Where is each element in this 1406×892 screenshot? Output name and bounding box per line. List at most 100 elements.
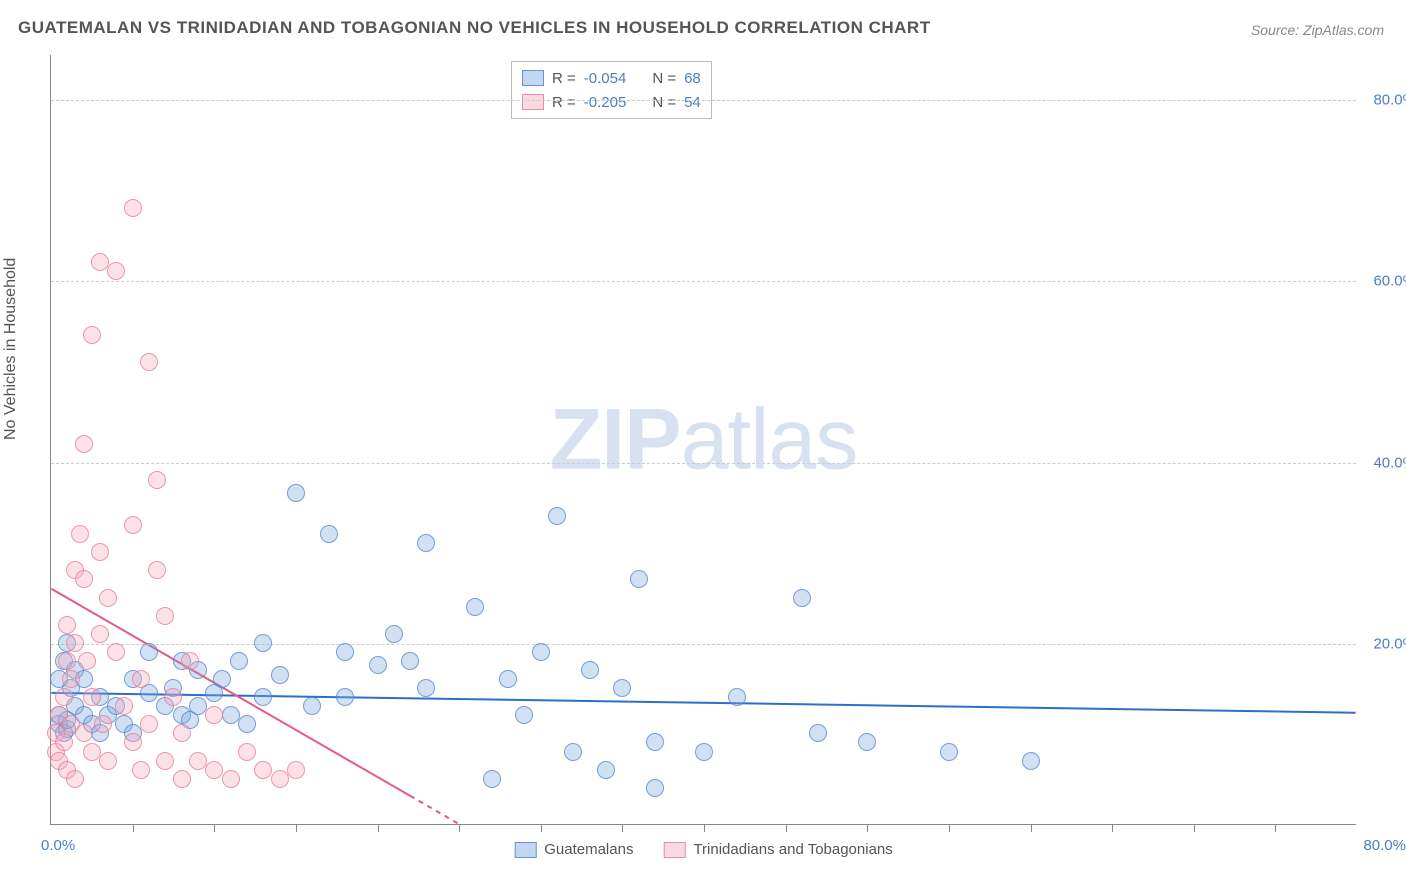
- data-point: [75, 435, 93, 453]
- data-point: [515, 706, 533, 724]
- data-point: [132, 670, 150, 688]
- x-tick: [214, 824, 215, 832]
- y-tick-label: 80.0%: [1373, 92, 1406, 109]
- data-point: [75, 570, 93, 588]
- data-point: [107, 643, 125, 661]
- data-point: [58, 616, 76, 634]
- stats-row-s1: R = -0.054 N = 68: [522, 66, 701, 90]
- data-point: [124, 516, 142, 534]
- data-point: [71, 525, 89, 543]
- data-point: [238, 715, 256, 733]
- data-point: [369, 656, 387, 674]
- data-point: [75, 724, 93, 742]
- correlation-stats-box: R = -0.054 N = 68 R = -0.205 N = 54: [511, 61, 712, 119]
- data-point: [287, 484, 305, 502]
- data-point: [173, 724, 191, 742]
- watermark: ZIPatlas: [550, 390, 857, 489]
- data-point: [189, 697, 207, 715]
- data-point: [189, 752, 207, 770]
- data-point: [62, 670, 80, 688]
- gridline: [51, 100, 1356, 101]
- x-axis-max-label: 80.0%: [1363, 837, 1406, 854]
- data-point: [646, 733, 664, 751]
- data-point: [466, 598, 484, 616]
- data-point: [156, 752, 174, 770]
- y-tick-label: 60.0%: [1373, 273, 1406, 290]
- x-tick: [1194, 824, 1195, 832]
- data-point: [213, 670, 231, 688]
- data-point: [320, 525, 338, 543]
- stats-row-s2: R = -0.205 N = 54: [522, 90, 701, 114]
- data-point: [140, 643, 158, 661]
- data-point: [646, 779, 664, 797]
- legend-label-s1: Guatemalans: [544, 841, 633, 858]
- data-point: [107, 262, 125, 280]
- x-tick: [133, 824, 134, 832]
- data-point: [164, 688, 182, 706]
- data-point: [695, 743, 713, 761]
- stat-n-value-s2: 54: [684, 94, 701, 111]
- x-tick: [949, 824, 950, 832]
- x-tick: [786, 824, 787, 832]
- data-point: [303, 697, 321, 715]
- x-tick: [704, 824, 705, 832]
- stat-r-value-s2: -0.205: [584, 94, 627, 111]
- data-point: [858, 733, 876, 751]
- data-point: [94, 715, 112, 733]
- data-point: [55, 688, 73, 706]
- data-point: [254, 761, 272, 779]
- data-point: [148, 561, 166, 579]
- data-point: [230, 652, 248, 670]
- data-point: [1022, 752, 1040, 770]
- swatch-icon: [514, 842, 536, 858]
- stat-r-label: R =: [552, 70, 576, 87]
- chart-title: GUATEMALAN VS TRINIDADIAN AND TOBAGONIAN…: [18, 18, 931, 38]
- data-point: [91, 625, 109, 643]
- data-point: [66, 770, 84, 788]
- data-point: [222, 770, 240, 788]
- data-point: [254, 634, 272, 652]
- data-point: [58, 652, 76, 670]
- y-tick-label: 40.0%: [1373, 454, 1406, 471]
- data-point: [271, 770, 289, 788]
- data-point: [140, 715, 158, 733]
- data-point: [499, 670, 517, 688]
- data-point: [99, 589, 117, 607]
- x-tick: [378, 824, 379, 832]
- data-point: [124, 733, 142, 751]
- data-point: [148, 471, 166, 489]
- data-point: [254, 688, 272, 706]
- gridline: [51, 644, 1356, 645]
- data-point: [99, 752, 117, 770]
- source-attribution: Source: ZipAtlas.com: [1251, 22, 1384, 38]
- x-axis-min-label: 0.0%: [41, 837, 75, 854]
- data-point: [385, 625, 403, 643]
- data-point: [205, 761, 223, 779]
- legend-label-s2: Trinidadians and Tobagonians: [693, 841, 892, 858]
- swatch-icon: [663, 842, 685, 858]
- data-point: [336, 688, 354, 706]
- data-point: [417, 679, 435, 697]
- watermark-atlas: atlas: [681, 391, 858, 487]
- data-point: [83, 326, 101, 344]
- x-tick: [1031, 824, 1032, 832]
- data-point: [91, 543, 109, 561]
- data-point: [271, 666, 289, 684]
- data-point: [115, 697, 133, 715]
- x-tick: [541, 824, 542, 832]
- x-tick: [296, 824, 297, 832]
- gridline: [51, 463, 1356, 464]
- data-point: [728, 688, 746, 706]
- stat-n-value-s1: 68: [684, 70, 701, 87]
- data-point: [205, 706, 223, 724]
- data-point: [417, 534, 435, 552]
- x-tick: [459, 824, 460, 832]
- data-point: [630, 570, 648, 588]
- data-point: [809, 724, 827, 742]
- legend-item-s1: Guatemalans: [514, 841, 633, 858]
- data-point: [124, 199, 142, 217]
- legend: Guatemalans Trinidadians and Tobagonians: [514, 841, 893, 858]
- data-point: [91, 253, 109, 271]
- x-tick: [622, 824, 623, 832]
- swatch-icon: [522, 94, 544, 110]
